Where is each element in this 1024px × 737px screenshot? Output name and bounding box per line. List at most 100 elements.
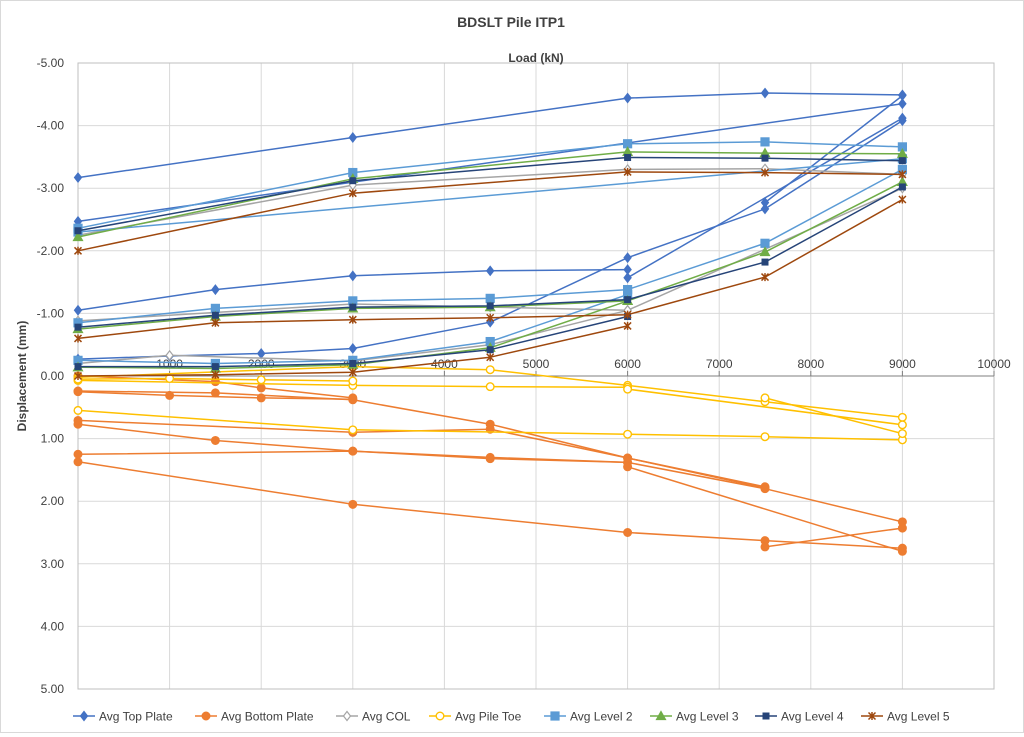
legend-label: Avg Level 5 xyxy=(887,710,950,724)
data-point xyxy=(73,246,83,255)
data-point xyxy=(348,499,358,509)
data-point xyxy=(623,462,633,472)
data-point xyxy=(348,189,357,198)
data-point xyxy=(760,168,770,177)
data-point xyxy=(623,384,633,394)
data-point xyxy=(623,321,632,330)
legend-entry: Avg Level 2 xyxy=(544,710,633,724)
legend: Avg Top Plate Avg Bottom Plate Avg COL Avg … xyxy=(73,710,950,724)
data-point xyxy=(348,368,357,377)
data-point xyxy=(349,177,357,185)
data-point xyxy=(485,382,495,392)
series-line xyxy=(77,461,903,549)
data-point xyxy=(348,446,358,456)
data-point xyxy=(211,284,220,296)
y-tick-label: 5.00 xyxy=(41,682,65,696)
data-point xyxy=(898,157,906,165)
series-line xyxy=(77,141,903,230)
legend-marker xyxy=(79,710,89,722)
data-point xyxy=(624,296,632,304)
series-line xyxy=(77,102,903,223)
data-point xyxy=(485,454,495,464)
data-point xyxy=(898,90,907,102)
y-tick-label: 3.00 xyxy=(41,557,65,571)
data-point xyxy=(897,420,907,430)
data-point xyxy=(760,238,770,248)
legend-entry: Avg Top Plate xyxy=(73,710,173,724)
data-point xyxy=(897,523,907,533)
legend-label: Avg COL xyxy=(362,710,411,724)
legend-label: Avg Level 2 xyxy=(570,710,633,724)
data-point xyxy=(73,371,83,381)
legend-marker xyxy=(867,711,877,721)
data-point xyxy=(348,270,358,282)
legend-entry: Avg Level 3 xyxy=(650,710,739,724)
data-point xyxy=(486,302,494,310)
data-point xyxy=(73,449,83,459)
legend-marker xyxy=(201,711,211,721)
data-point xyxy=(898,195,907,204)
x-tick-label: 5000 xyxy=(523,357,550,371)
data-point xyxy=(348,425,358,435)
x-tick-label: 8000 xyxy=(797,357,824,371)
data-point xyxy=(760,87,770,99)
y-tick-label: -4.00 xyxy=(37,119,65,133)
data-point xyxy=(760,393,770,403)
data-point xyxy=(348,315,357,324)
data-point xyxy=(760,542,770,552)
data-point xyxy=(210,435,220,445)
data-point xyxy=(73,387,83,397)
legend-label: Avg Pile Toe xyxy=(455,710,522,724)
legend-label: Avg Top Plate xyxy=(99,710,173,724)
data-point xyxy=(623,92,632,104)
data-point xyxy=(73,334,83,343)
data-point xyxy=(759,246,771,257)
data-point xyxy=(485,265,495,277)
y-tick-label: 4.00 xyxy=(41,619,65,633)
data-point xyxy=(485,419,495,429)
data-point xyxy=(348,393,358,403)
data-point xyxy=(486,346,494,354)
data-point xyxy=(73,405,83,415)
data-point xyxy=(623,167,632,176)
data-point xyxy=(898,183,906,191)
data-point xyxy=(760,483,770,493)
x-tick-label: 7000 xyxy=(706,357,733,371)
y-tick-label: 0.00 xyxy=(41,369,65,383)
y-axis: -5.00 -4.00 -3.00 -2.00 -1.00 0.00 1.00 2.00 3.0… xyxy=(37,56,65,696)
series-line xyxy=(627,388,903,426)
data-point xyxy=(760,197,770,209)
series-layer xyxy=(72,87,908,556)
data-point xyxy=(211,311,219,319)
data-point xyxy=(211,363,219,371)
data-point xyxy=(623,310,632,319)
legend-marker xyxy=(655,710,667,721)
y-tick-label: -5.00 xyxy=(37,56,65,70)
legend-entry: Avg Pile Toe xyxy=(429,710,522,724)
legend-entry: Avg Bottom Plate xyxy=(195,710,314,724)
data-point xyxy=(73,304,83,316)
series-line xyxy=(77,377,353,382)
series-line xyxy=(77,156,903,232)
data-point xyxy=(74,227,82,235)
x-axis-title: Load (kN) xyxy=(508,51,563,65)
series-line xyxy=(77,390,766,489)
data-point xyxy=(256,375,266,385)
data-point xyxy=(898,112,907,124)
data-point xyxy=(760,203,770,215)
data-point xyxy=(623,429,633,439)
data-point xyxy=(348,376,358,386)
legend-marker xyxy=(550,711,560,721)
data-point xyxy=(165,390,175,400)
data-point xyxy=(349,359,357,367)
legend-label: Avg Level 3 xyxy=(676,710,739,724)
data-point xyxy=(348,132,358,143)
legend-entry: Avg Level 4 xyxy=(755,710,844,724)
chart-title: BDSLT Pile ITP1 xyxy=(457,14,565,30)
y-axis-title: Displacement (mm) xyxy=(15,321,29,432)
data-point xyxy=(761,154,769,162)
legend-marker xyxy=(435,711,445,721)
series-line xyxy=(764,95,903,204)
